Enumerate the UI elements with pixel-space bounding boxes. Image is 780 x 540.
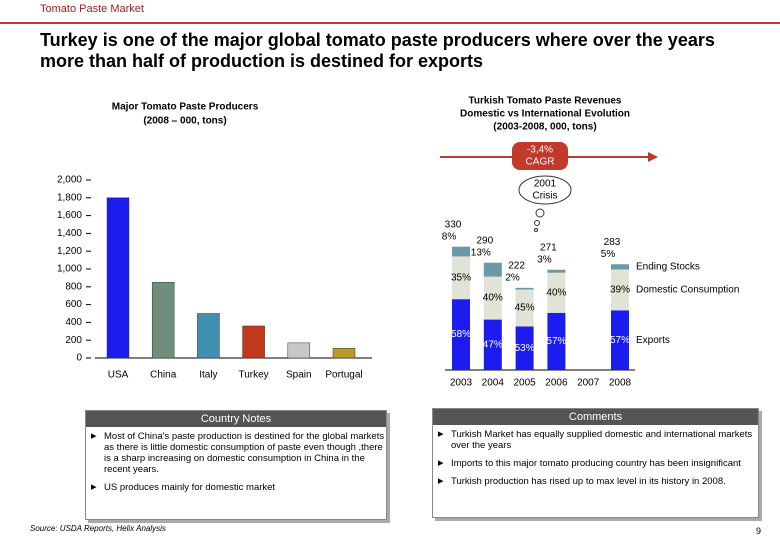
y-tick-label: 1,000 [57,264,82,275]
chart-title: Major Tomato Paste Producers [112,102,259,113]
y-tick-label: 600 [65,299,82,310]
bar [242,325,265,359]
segment-label: 40% [546,287,566,298]
segment-label: 57% [546,336,566,347]
bar-segment [547,269,566,273]
segment-label: 39% [610,285,630,296]
total-label: 330 [445,219,462,230]
note-bullet: US produces mainly for domestic market [91,482,386,493]
producers-chart: Major Tomato Paste Producers (2008 – 000… [57,102,372,381]
crisis-text: 2001 [534,179,557,190]
note-bullet: Most of China's paste production is dest… [91,431,386,475]
comment-bullet: Turkish production has rised up to max l… [438,476,758,487]
revenues-chart: Turkish Tomato Paste Revenues Domestic v… [440,96,739,389]
x-tick-label: 2006 [545,378,568,389]
legend-label: Exports [636,335,670,346]
x-tick-label: Italy [199,370,217,381]
section-label: Tomato Paste Market [40,3,144,15]
segment-label: 2% [505,273,520,284]
x-tick-label: 2005 [513,378,536,389]
segment-label: 45% [515,303,535,314]
bar-segment [611,264,629,270]
bar-segment [515,289,534,327]
bar-segment [483,262,502,277]
bar-segment [483,319,502,370]
chart-subtitle: Domestic vs International Evolution [460,109,630,120]
x-tick-label: 2008 [609,378,632,389]
bar-segment [515,287,534,290]
comment-bullet: Turkish Market has equally supplied dome… [438,429,758,451]
y-tick-label: 1,200 [57,246,82,257]
segment-label: 3% [537,254,552,265]
bar [197,313,220,359]
y-tick-label: 1,800 [57,192,82,203]
segment-label: 58% [451,329,471,340]
total-label: 290 [476,235,493,246]
bar-segment [515,326,534,370]
total-label: 271 [540,242,557,253]
cagr-box [512,142,568,170]
total-label: 283 [604,237,621,248]
cagr-value: -3,4% [527,145,553,156]
chart-subtitle: (2008 – 000, tons) [143,116,226,127]
comment-bullet: Imports to this major tomato producing c… [438,458,758,469]
segment-label: 47% [483,339,503,350]
y-tick-label: 200 [65,335,82,346]
crisis-dot [534,220,540,226]
y-tick-label: 400 [65,317,82,328]
y-tick-label: 1,600 [57,210,82,221]
bar-segment [483,276,502,320]
x-tick-label: Spain [286,370,312,381]
comments: Comments Turkish Market has equally supp… [432,408,759,518]
bar [106,197,130,359]
bar-segment [547,312,566,370]
segment-label: 57% [610,335,630,346]
x-tick-label: USA [108,370,129,381]
x-tick-label: 2003 [450,378,473,389]
bar-segment [611,269,629,311]
y-tick-label: 2,000 [57,175,82,186]
bar-segment [611,310,629,370]
segment-label: 40% [483,293,503,304]
segment-label: 5% [601,249,616,260]
source: Source: USDA Reports, Helix Analysis [30,524,166,533]
chart-title: Turkish Tomato Paste Revenues [468,96,621,107]
segment-label: 13% [471,247,491,258]
cagr-arrowhead [648,152,658,162]
cagr-label: CAGR [526,157,555,168]
x-tick-label: China [150,370,177,381]
x-tick-label: Portugal [325,370,362,381]
x-tick-label: Turkey [238,370,268,381]
bar-segment [452,246,470,257]
crisis-dot [534,228,538,232]
bar-segment [452,299,470,370]
bar [332,347,356,359]
y-tick-label: 800 [65,281,82,292]
chart-note: (2003-2008, 000, tons) [493,122,596,133]
country-notes: Country Notes Most of China's paste prod… [85,410,387,520]
page-number: 9 [756,526,762,536]
page-title: Turkey is one of the major global tomato… [40,30,715,71]
divider [0,22,780,24]
box-title: Comments [433,409,758,425]
x-tick-label: 2004 [482,378,505,389]
y-tick-label: 0 [76,353,82,364]
segment-label: 35% [451,272,471,283]
crisis-bubble [518,175,572,205]
segment-label: 53% [515,343,535,354]
crisis-dot [535,208,545,218]
box-title: Country Notes [86,411,386,427]
x-tick-label: 2007 [577,378,600,389]
legend-label: Domestic Consumption [636,285,739,296]
bar-segment [452,256,470,300]
legend-label: Ending Stocks [636,262,700,273]
segment-label: 8% [442,231,457,242]
bar [287,342,311,359]
crisis-text: Crisis [533,191,558,202]
total-label: 222 [508,261,525,272]
bar-segment [547,272,566,313]
bar [151,282,175,359]
y-tick-label: 1,400 [57,228,82,239]
